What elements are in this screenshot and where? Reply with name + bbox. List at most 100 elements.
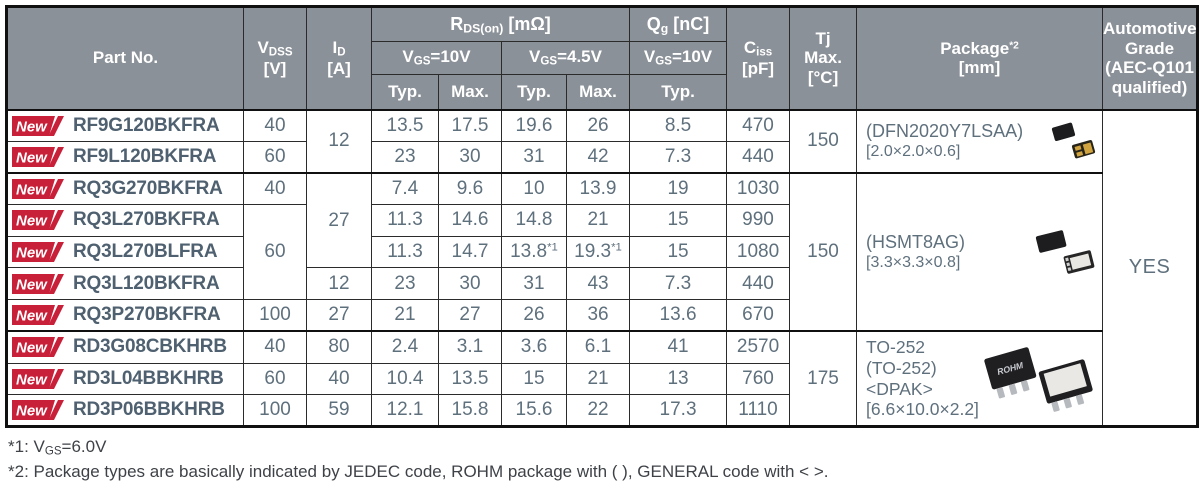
- cell-part: New RD3P06BBKHRB: [6, 394, 244, 427]
- cell-max10: 15.8: [438, 394, 502, 427]
- col-header-vdss: VDSS [V]: [243, 6, 307, 110]
- cell-max45: 21: [565, 204, 631, 237]
- package-name: (HSMT8AG): [866, 232, 966, 253]
- new-badge-icon: New: [12, 400, 64, 421]
- cell-qg: 7.3: [629, 140, 728, 174]
- cell-id: 12: [306, 267, 372, 301]
- col-header-qg: Qg [nC]: [629, 6, 728, 42]
- cell-max10: 13.5: [438, 362, 502, 396]
- table-row: New RQ3G270BKFRA 40 27 7.4 9.6 10 13.9 1…: [6, 171, 1198, 332]
- part-number: RQ3L270BKFRA: [73, 209, 220, 231]
- svg-text:New: New: [16, 308, 48, 325]
- table-row: New RQ3L270BLFRA 11.3 14.7 13.8*1 19.3*1…: [6, 235, 1198, 269]
- cell-typ45: 31: [501, 140, 567, 174]
- cell-typ10: 23: [371, 140, 439, 174]
- cell-vdss: 100: [243, 299, 307, 332]
- cell-typ45: 14.8: [501, 204, 567, 237]
- footnotes: *1: VGS=6.0V *2: Package types are basic…: [8, 435, 1196, 484]
- svg-text:New: New: [16, 181, 48, 198]
- svg-text:New: New: [16, 403, 48, 420]
- subheader-max-10v: Max.: [438, 74, 502, 110]
- footnote-2: *2: Package types are basically indicate…: [8, 462, 829, 482]
- table-row: New RQ3P270BKFRA 100 27 21 27 26 36 13.6…: [6, 299, 1198, 332]
- cell-ciss: 440: [726, 140, 791, 174]
- cell-max45: 19.3*1: [565, 235, 631, 269]
- cell-tj-merged: 150: [789, 171, 858, 332]
- cell-ciss: 2570: [726, 330, 791, 364]
- cell-id: 40: [306, 362, 372, 396]
- cell-typ10: 10.4: [371, 362, 439, 396]
- col-header-automotive: Automotive Grade (AEC-Q101 qualified): [1102, 6, 1199, 110]
- col-header-package: Package*2 [mm]: [856, 6, 1104, 110]
- cell-max45: 13.9: [565, 171, 631, 206]
- new-badge-icon: New: [12, 146, 64, 167]
- part-number: RQ3L270BLFRA: [73, 241, 218, 263]
- cell-part: New RQ3L270BKFRA: [6, 204, 244, 237]
- cell-typ45: 31: [501, 267, 567, 301]
- cell-typ10: 12.1: [371, 394, 439, 427]
- table-row: New RQ3L270BKFRA 60 11.3 14.6 14.8 21 15…: [6, 204, 1198, 301]
- cell-qg: 13: [629, 362, 728, 396]
- cell-ciss: 1030: [726, 171, 791, 206]
- cell-id: 59: [306, 394, 372, 427]
- svg-text:New: New: [16, 276, 48, 293]
- cell-typ45: 19.6: [501, 108, 567, 142]
- cell-part: New RF9G120BKFRA: [6, 108, 244, 142]
- new-badge-icon: New: [12, 337, 64, 358]
- cell-ciss: 1110: [726, 394, 791, 427]
- col-header-tj: Tj Max. [°C]: [789, 6, 858, 110]
- package-size: [2.0×2.0×0.6]: [866, 142, 961, 160]
- cell-part: New RD3G08CBKHRB: [6, 330, 244, 364]
- svg-text:New: New: [16, 340, 48, 357]
- cell-vdss: 60: [243, 362, 307, 396]
- cell-ciss: 1080: [726, 235, 791, 269]
- table-row: New RQ3L120BKFRA 12 23 30 31 43 7.3 440: [6, 267, 1198, 301]
- cell-max45: 6.1: [565, 330, 631, 364]
- col-header-ciss: Ciss [pF]: [726, 6, 791, 110]
- cell-id: 80: [306, 330, 372, 364]
- cell-typ45: 13.8*1: [501, 235, 567, 269]
- table-row: New RD3P06BBKHRB 100 59 12.1 15.8 15.6 2…: [6, 394, 1198, 427]
- table-row: New RD3L04BBKHRB 60 40 10.4 13.5 15 21 1…: [6, 362, 1198, 396]
- cell-max10: 3.1: [438, 330, 502, 364]
- col-header-rdson: RDS(on) [mΩ]: [370, 6, 631, 42]
- cell-vdss: 60: [243, 140, 307, 174]
- cell-part: New RQ3L120BKFRA: [6, 267, 244, 301]
- cell-vdss: 40: [243, 330, 307, 364]
- new-badge-icon: New: [12, 273, 64, 294]
- cell-typ10: 11.3: [371, 235, 439, 269]
- cell-vdss: 40: [243, 108, 307, 142]
- cell-qg: 15: [629, 204, 728, 237]
- part-number: RQ3P270BKFRA: [73, 304, 221, 326]
- subheader-vgs10: VGS=10V: [371, 41, 502, 75]
- cell-qg: 41: [629, 330, 728, 364]
- cell-package-hsmt: (HSMT8AG) [3.3×3.3×0.8]: [856, 171, 1104, 332]
- cell-qg: 13.6: [629, 299, 728, 332]
- subheader-typ-10v: Typ.: [371, 74, 439, 110]
- cell-max10: 30: [438, 267, 502, 301]
- cell-typ10: 2.4: [371, 330, 439, 364]
- cell-ciss: 470: [726, 108, 791, 142]
- cell-max45: 21: [565, 362, 631, 396]
- new-badge-icon: New: [12, 305, 64, 326]
- cell-typ10: 11.3: [371, 204, 439, 237]
- cell-typ45: 10: [501, 171, 567, 206]
- part-number: RD3P06BBKHRB: [73, 399, 225, 421]
- table-row: New RF9L120BKFRA 60 23 30 31 42 7.3 440: [6, 140, 1198, 174]
- cell-automotive-grade: YES: [1102, 108, 1199, 427]
- cell-typ45: 26: [501, 299, 567, 332]
- table-row: New RD3G08CBKHRB 40 80 2.4 3.1 3.6 6.1 4…: [6, 330, 1198, 427]
- svg-text:New: New: [16, 245, 48, 262]
- cell-ciss: 760: [726, 362, 791, 396]
- cell-part: New RQ3L270BLFRA: [6, 235, 244, 269]
- cell-ciss: 670: [726, 299, 791, 332]
- cell-ciss: 440: [726, 267, 791, 301]
- cell-max10: 14.7: [438, 235, 502, 269]
- subheader-qg-vgs10: VGS=10V: [629, 41, 728, 75]
- cell-vdss-merged: 60: [243, 204, 307, 301]
- new-badge-icon: New: [12, 178, 64, 199]
- subheader-typ-45v: Typ.: [501, 74, 567, 110]
- cell-typ45: 3.6: [501, 330, 567, 364]
- cell-typ10: 23: [371, 267, 439, 301]
- cell-typ10: 13.5: [371, 108, 439, 142]
